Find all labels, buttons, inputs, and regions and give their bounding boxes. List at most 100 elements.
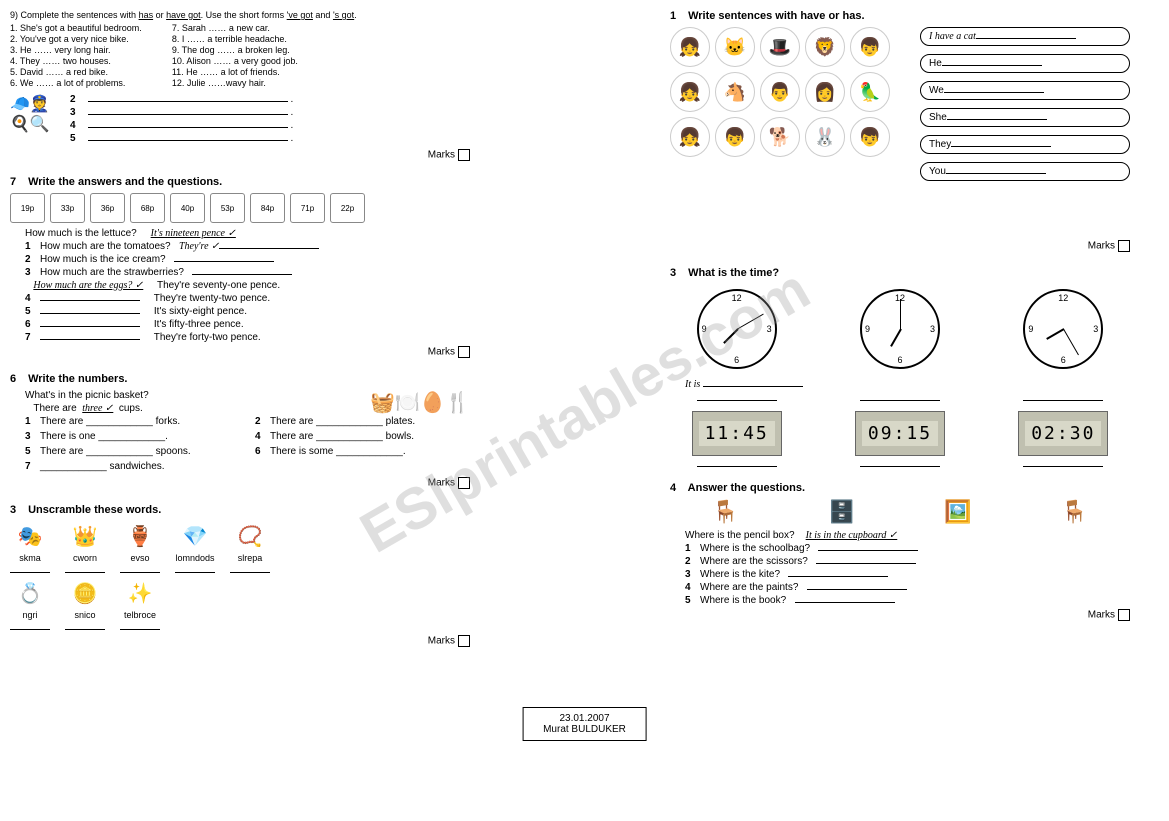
n: 6: [255, 446, 270, 457]
speech-bubble: I have a cat: [920, 27, 1130, 46]
ex9-right: 7. Sarah …… a new car. 8. I …… a terribl…: [172, 23, 298, 89]
n: 1: [25, 241, 40, 252]
ex9-item: 2. You've got a very nice bike.: [10, 34, 142, 44]
u-icon: 💍: [10, 578, 50, 608]
picnic-icon: 🧺🍽️🥚🍴: [370, 390, 470, 416]
ex9-left: 1. She's got a beautiful bedroom. 2. You…: [10, 23, 142, 89]
n: 2: [685, 556, 700, 567]
exercise-1: 1 Write sentences with have or has. 👧🐱 🎩…: [670, 10, 1130, 252]
speech-bubble: He: [920, 54, 1130, 73]
ex9-item: 7. Sarah …… a new car.: [172, 23, 298, 33]
speech-bubble: You: [920, 162, 1130, 181]
q: How much are the eggs? ✓: [33, 280, 143, 291]
price-icon: 40p: [170, 193, 205, 223]
clock-icon: 12 6 9 3: [697, 289, 777, 369]
n: 5: [25, 446, 40, 457]
t: There are ____________ forks.: [40, 416, 180, 427]
speech-bubble: They: [920, 135, 1130, 154]
n: 4: [685, 582, 700, 593]
digital-clock: 11:45: [692, 411, 782, 456]
row-num: 4: [70, 120, 85, 131]
price-icon: 53p: [210, 193, 245, 223]
n: 1: [685, 543, 700, 554]
mini-icons: 🧢👮 🍳🔍: [10, 94, 60, 146]
ex6-intro: What's in the picnic basket?: [25, 390, 370, 401]
ex6-title: Write the numbers.: [28, 373, 127, 385]
row-num: 2: [70, 94, 85, 105]
a: They're ✓: [179, 241, 219, 252]
clock-icon: 12 6 9 3: [860, 289, 940, 369]
row-num: 5: [70, 133, 85, 144]
exercise-9: 9) Complete the sentences with has or ha…: [10, 10, 470, 161]
ex9-item: 6. We …… a lot of problems.: [10, 78, 142, 88]
t: There is one ____________.: [40, 431, 168, 442]
n: 7: [25, 332, 40, 343]
u-icon: 💎: [175, 521, 215, 551]
u-icon: 📿: [230, 521, 270, 551]
price-icon: 84p: [250, 193, 285, 223]
q: Where is the book?: [700, 595, 786, 606]
ex9-item: 8. I …… a terrible headache.: [172, 34, 298, 44]
row-num: 3: [70, 107, 85, 118]
marks-label: Marks: [1088, 241, 1115, 252]
ex9-item: 1. She's got a beautiful bedroom.: [10, 23, 142, 33]
speech-bubble: She: [920, 108, 1130, 127]
footer-date: 23.01.2007: [543, 713, 626, 724]
ex3r-title: What is the time?: [688, 267, 779, 279]
u-word: snico: [65, 610, 105, 620]
ex9-item: 12. Julie ……wavy hair.: [172, 78, 298, 88]
footer-name: Murat BULDUKER: [543, 724, 626, 735]
a: They're forty-two pence.: [154, 332, 261, 343]
t: There is some ____________.: [270, 446, 406, 457]
exercise-3-unscramble: 3 Unscramble these words. 🎭skma 👑cworn 🏺…: [10, 504, 470, 647]
digital-clock: 02:30: [1018, 411, 1108, 456]
q: Where are the paints?: [700, 582, 798, 593]
q: Where is the schoolbag?: [700, 543, 810, 554]
t: ____________ sandwiches.: [40, 461, 165, 472]
t: There are ____________ plates.: [270, 416, 415, 427]
ex9-title: 9) Complete the sentences with has or ha…: [10, 10, 470, 20]
furniture-icons: 🪑🗄️🖼️🪑: [670, 499, 1130, 525]
q: How much are the tomatoes?: [40, 241, 171, 252]
n: 2: [25, 254, 40, 265]
price-icon: 36p: [90, 193, 125, 223]
a: It is in the cupboard ✓: [806, 530, 898, 541]
a: It's sixty-eight pence.: [154, 306, 247, 317]
right-column: 1 Write sentences with have or has. 👧🐱 🎩…: [660, 0, 1140, 672]
a: It's fifty-three pence.: [154, 319, 244, 330]
u-word: skma: [10, 553, 50, 563]
footer-box: 23.01.2007 Murat BULDUKER: [522, 707, 647, 741]
n: 5: [685, 595, 700, 606]
ex9-item: 3. He …… very long hair.: [10, 45, 142, 55]
price-icons: 19p 33p 36p 68p 40p 53p 84p 71p 22p: [10, 193, 470, 223]
u-word: cworn: [65, 553, 105, 563]
q: Where is the pencil box?: [685, 530, 795, 541]
u-icon: ✨: [120, 578, 160, 608]
q: Where are the scissors?: [700, 556, 808, 567]
u-word: lomndods: [175, 553, 215, 563]
ex1-title: Write sentences with have or has.: [688, 10, 864, 22]
n: 6: [25, 319, 40, 330]
marks-label: Marks: [428, 636, 455, 647]
q: How much is the ice cream?: [40, 254, 166, 265]
u-word: ngri: [10, 610, 50, 620]
speech-bubble: We: [920, 81, 1130, 100]
ex3-title: Unscramble these words.: [28, 504, 161, 516]
price-icon: 19p: [10, 193, 45, 223]
exercise-4: 4 Answer the questions. 🪑🗄️🖼️🪑 Where is …: [670, 482, 1130, 621]
t: There are ____________ spoons.: [40, 446, 191, 457]
n: 1: [25, 416, 40, 427]
character-icons: 👧🐱 🎩🦁 👦👧🐴 👨👩🦜 👧👦🐕 🐰👦: [670, 27, 910, 237]
a: They're twenty-two pence.: [154, 293, 270, 304]
clock-icon: 12 6 9 3: [1023, 289, 1103, 369]
ex9-item: 11. He …… a lot of friends.: [172, 67, 298, 77]
n: 7: [25, 461, 40, 472]
marks-label: Marks: [1088, 610, 1115, 621]
ex9-item: 5. David …… a red bike.: [10, 67, 142, 77]
marks-label: Marks: [428, 347, 455, 358]
exercise-3-time: 3 What is the time? 12 6 9 3 12 6 9 3: [670, 267, 1130, 467]
left-column: 9) Complete the sentences with has or ha…: [0, 0, 480, 672]
ex9-item: 4. They …… two houses.: [10, 56, 142, 66]
n: 3: [25, 431, 40, 442]
price-icon: 68p: [130, 193, 165, 223]
